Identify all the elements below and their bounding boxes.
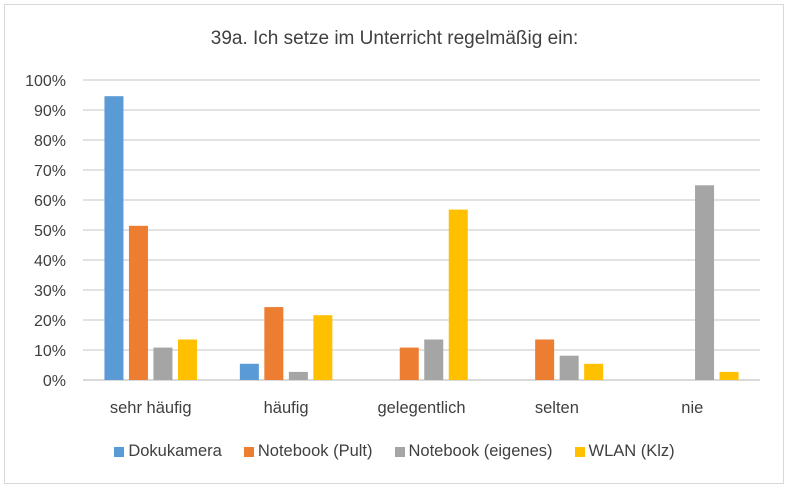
y-tick-label: 40% bbox=[34, 253, 66, 270]
y-tick-label: 50% bbox=[34, 223, 66, 240]
chart-title: 39a. Ich setze im Unterricht regelmäßig … bbox=[210, 28, 579, 49]
legend-label: Notebook (eigenes) bbox=[408, 442, 553, 460]
legend-item: Notebook (Pult) bbox=[243, 442, 373, 461]
legend-item: Notebook (eigenes) bbox=[394, 442, 553, 461]
y-tick-label: 100% bbox=[25, 73, 66, 90]
legend-item: WLAN (Klz) bbox=[574, 442, 675, 461]
bar bbox=[719, 371, 739, 380]
bar bbox=[288, 371, 308, 380]
x-category-label: selten bbox=[535, 399, 579, 417]
gridlines bbox=[83, 79, 760, 381]
bar bbox=[313, 315, 333, 380]
bars bbox=[104, 96, 739, 380]
bar bbox=[448, 209, 468, 380]
y-axis-ticks: 0% 10% 20% 30% 40% 50% 60% 70% 80% 90% 100% bbox=[25, 73, 66, 390]
x-axis-categories: sehr häufig häufig gelegentlich selten nie bbox=[110, 399, 703, 417]
bar bbox=[177, 339, 197, 380]
bar bbox=[264, 307, 284, 380]
bar bbox=[399, 347, 419, 380]
y-tick-label: 60% bbox=[34, 193, 66, 210]
x-category-label: häufig bbox=[264, 399, 309, 417]
y-tick-label: 30% bbox=[34, 283, 66, 300]
bar bbox=[128, 225, 148, 380]
y-tick-label: 70% bbox=[34, 163, 66, 180]
legend-label: Dokukamera bbox=[128, 442, 222, 460]
legend-swatch bbox=[574, 446, 585, 457]
bar bbox=[239, 363, 259, 380]
legend-label: Notebook (Pult) bbox=[257, 442, 373, 460]
y-tick-label: 90% bbox=[34, 103, 66, 120]
bar bbox=[559, 355, 579, 380]
legend-swatch bbox=[243, 446, 254, 457]
legend: Dokukamera Notebook (Pult) Notebook (eigen… bbox=[0, 442, 789, 461]
bar bbox=[695, 185, 715, 380]
y-tick-label: 0% bbox=[43, 373, 66, 390]
bar bbox=[153, 347, 173, 380]
legend-swatch bbox=[114, 446, 125, 457]
x-category-label: nie bbox=[681, 399, 703, 417]
legend-item: Dokukamera bbox=[114, 442, 222, 461]
bar bbox=[535, 339, 555, 380]
bar bbox=[424, 339, 444, 380]
x-category-label: sehr häufig bbox=[110, 399, 192, 417]
legend-label: WLAN (Klz) bbox=[588, 442, 675, 460]
x-category-label: gelegentlich bbox=[377, 399, 465, 417]
bar bbox=[104, 96, 124, 380]
legend-swatch bbox=[394, 446, 405, 457]
y-tick-label: 80% bbox=[34, 133, 66, 150]
y-tick-label: 20% bbox=[34, 313, 66, 330]
y-tick-label: 10% bbox=[34, 343, 66, 360]
bar bbox=[584, 363, 604, 380]
